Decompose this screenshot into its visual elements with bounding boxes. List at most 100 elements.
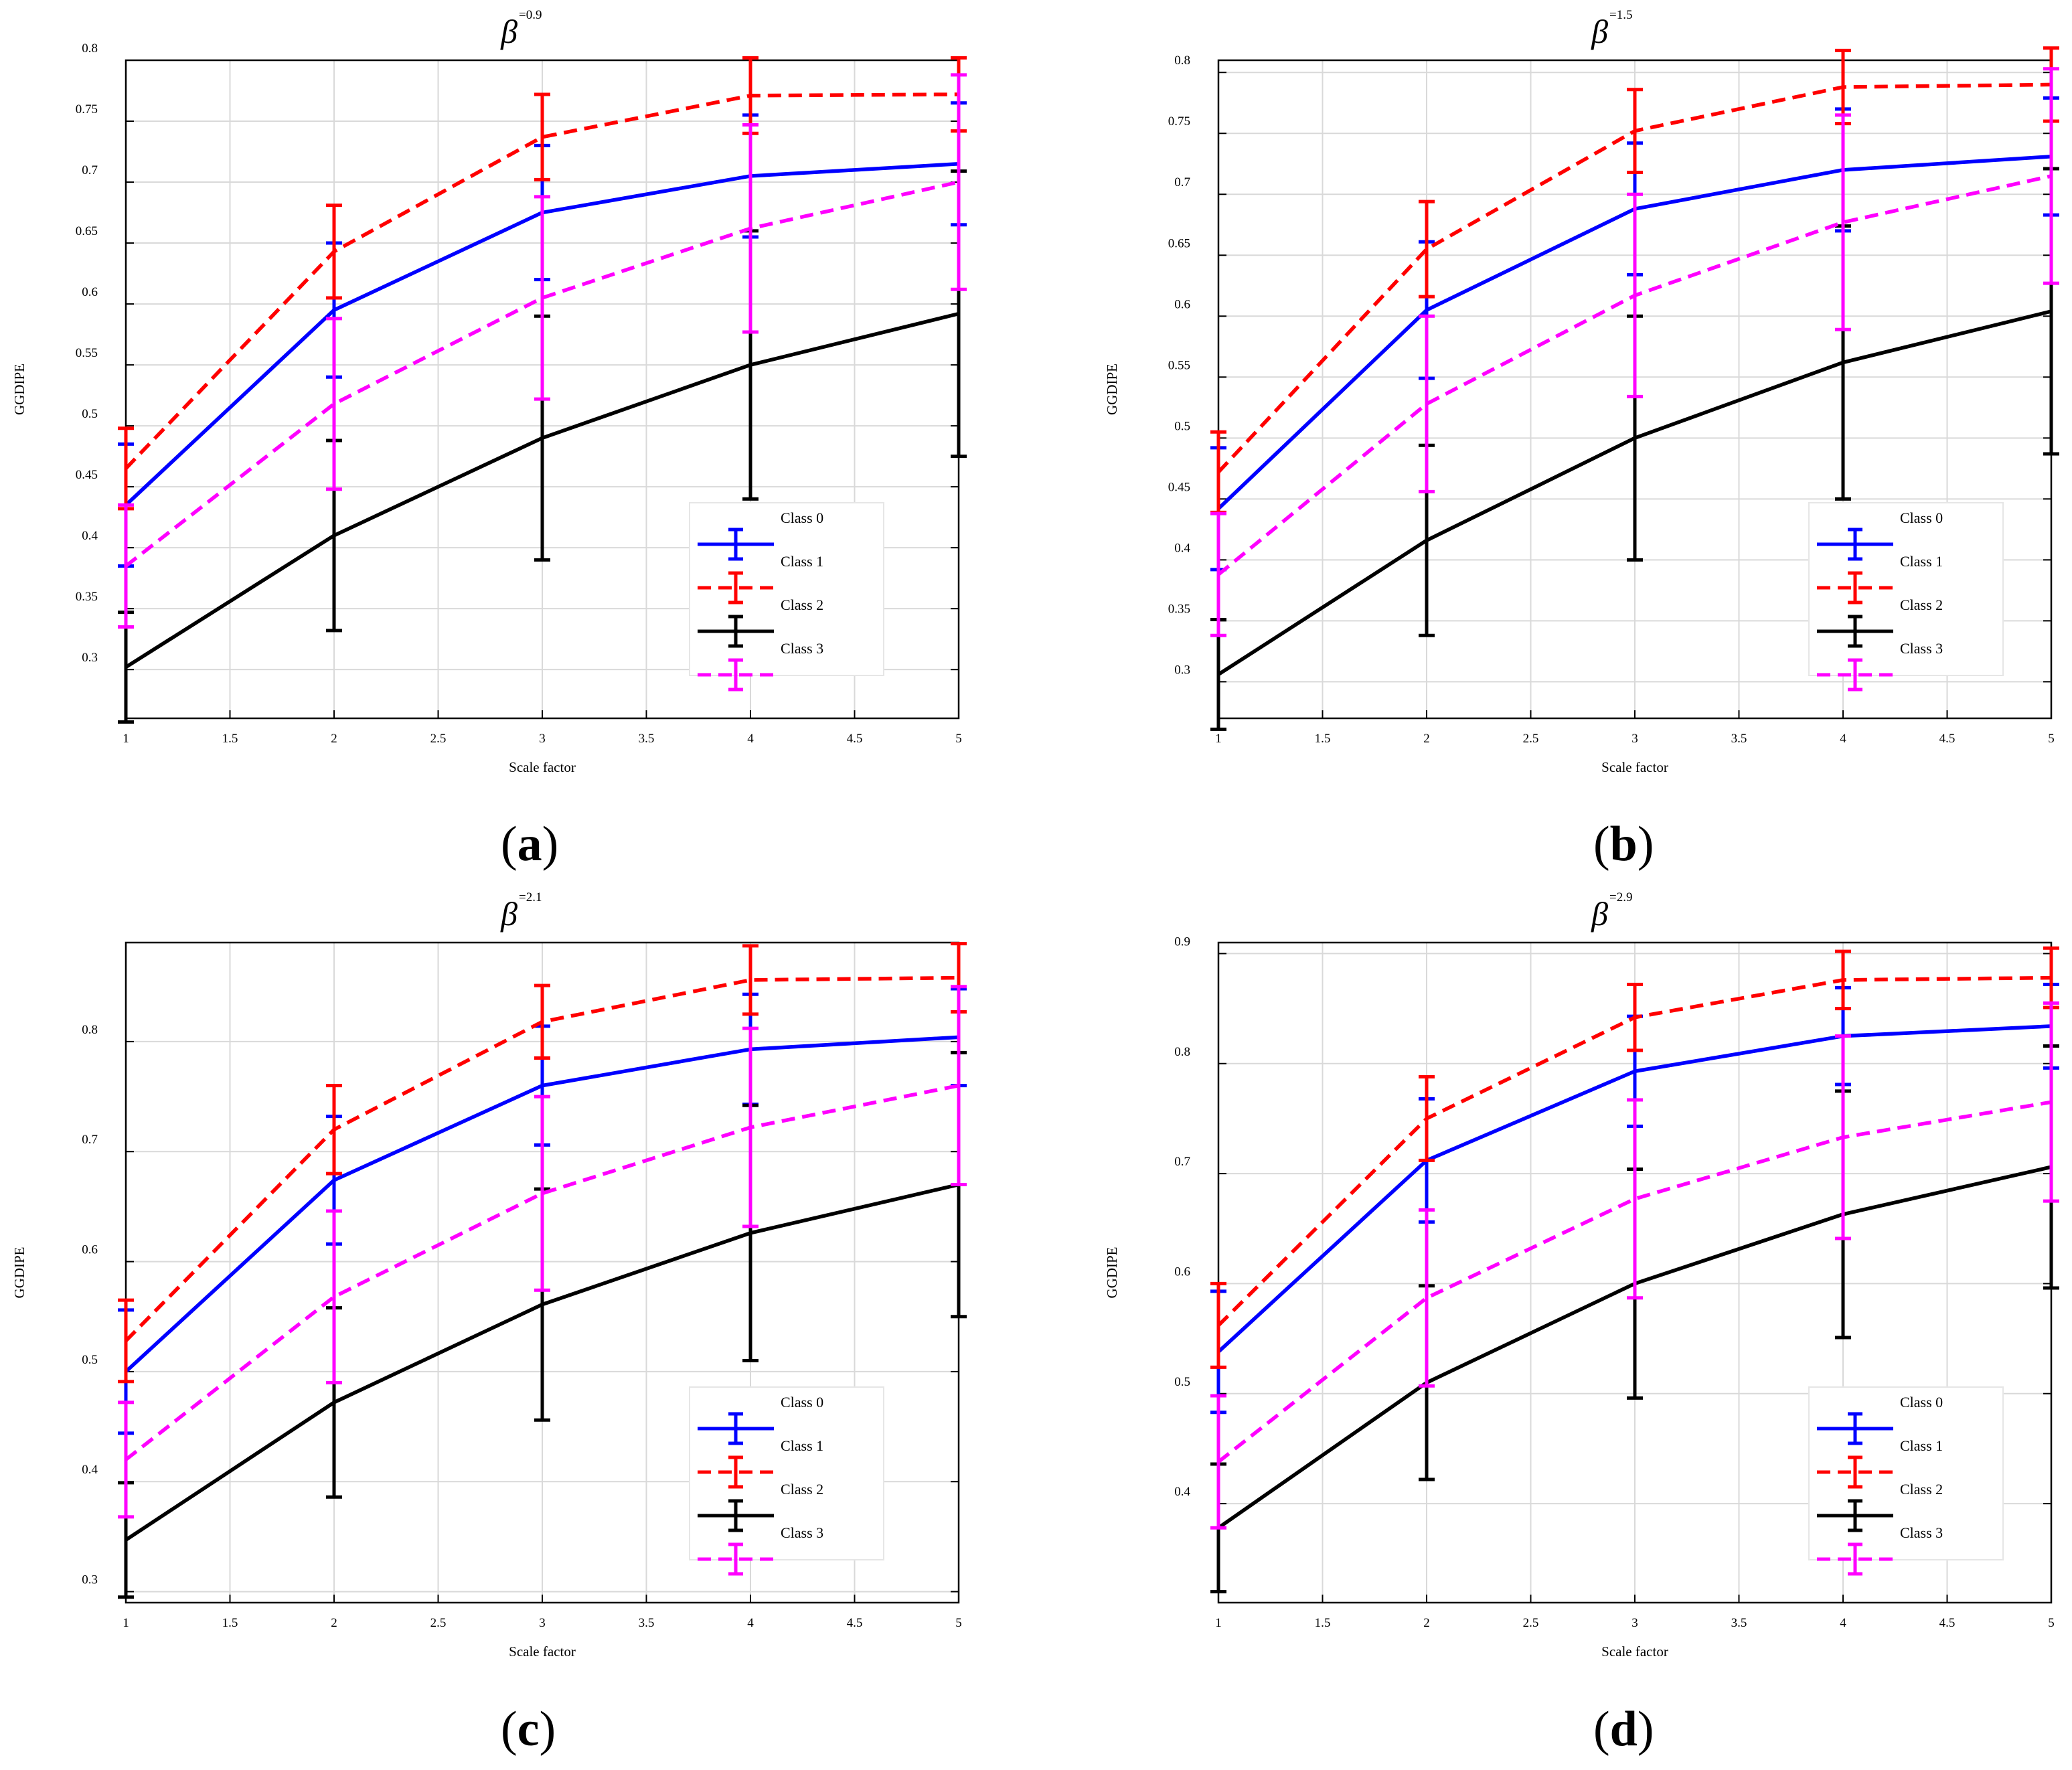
x-axis-label: Scale factor — [1601, 1643, 1668, 1660]
series-line — [1217, 1100, 2052, 1463]
chart-title-symbol: β — [1591, 895, 1608, 933]
legend-item: Class 3 — [1817, 1524, 1943, 1576]
series-line — [125, 180, 959, 568]
legend-label: Class 1 — [1900, 1437, 1943, 1454]
y-tick-label: 0.3 — [82, 1573, 98, 1587]
y-tick-label: 0.4 — [82, 529, 98, 543]
y-tick-label: 0.6 — [1174, 1265, 1190, 1279]
legend-label: Class 2 — [1900, 596, 1943, 613]
series-class-3 — [1210, 1001, 2059, 1530]
panel-label-open: ( — [501, 1702, 517, 1757]
x-tick-label: 4.5 — [1939, 732, 1956, 746]
legend-item: Class 3 — [1817, 640, 1943, 692]
error-bar — [1419, 1074, 1435, 1162]
legend-item: Class 1 — [698, 553, 823, 605]
chart-panel-a: 1 1.5 2 2.5 3 3.5 4 4.5 5 0.3 0.35 0.4 0.45 0.5 0.55 0.… — [11, 8, 967, 872]
error-bar — [118, 1400, 134, 1519]
error-bar — [118, 426, 134, 511]
chart-panel-c: 1 1.5 2 2.5 3 3.5 4 4.5 5 0.3 0.4 0.5 0.6 0.7 0.8 Scale… — [11, 890, 967, 1757]
legend-label: Class 0 — [781, 1394, 823, 1411]
error-bar — [534, 195, 550, 401]
y-tick-label: 0.45 — [1168, 480, 1190, 494]
y-tick-label: 0.8 — [82, 42, 98, 56]
legend-item: Class 2 — [1817, 596, 1943, 648]
error-bar — [1419, 199, 1435, 299]
series-class-1 — [1210, 946, 2059, 1369]
legend-item: Class 0 — [698, 1394, 823, 1445]
y-tick-label: 0.75 — [76, 102, 98, 116]
legend-label: Class 2 — [781, 596, 823, 613]
legend-label: Class 3 — [1900, 1524, 1943, 1541]
error-bar — [2043, 67, 2059, 285]
series-class-1 — [118, 942, 967, 1384]
x-tick-label: 4 — [1840, 732, 1846, 746]
y-tick-label: 0.4 — [1174, 1485, 1190, 1499]
y-axis-label: GGDIPE — [1104, 364, 1120, 415]
y-tick-label: 0.4 — [82, 1463, 98, 1477]
error-bar — [742, 944, 759, 1016]
error-bar — [951, 985, 967, 1187]
error-bar — [326, 1084, 342, 1176]
error-bar — [118, 1298, 134, 1384]
y-axis-label: GGDIPE — [1104, 1247, 1120, 1299]
legend-item: Class 2 — [1817, 1481, 1943, 1532]
error-bar — [1419, 314, 1435, 493]
series-line — [125, 1083, 959, 1461]
legend-item: Class 0 — [698, 509, 823, 561]
panel-label-letter: b — [1610, 817, 1638, 872]
series-class-3 — [1210, 67, 2059, 637]
error-bar — [1627, 1098, 1643, 1300]
chart-title-exponent: =1.5 — [1609, 8, 1632, 22]
x-tick-label: 3 — [539, 1616, 546, 1630]
y-tick-label: 0.35 — [1168, 602, 1190, 616]
panel-label-close: ) — [542, 817, 559, 872]
y-tick-label: 0.8 — [1174, 1045, 1190, 1059]
panel-label-close: ) — [1638, 1702, 1654, 1757]
chart-title: β =0.9 — [500, 8, 542, 50]
error-bar — [1419, 1208, 1435, 1388]
x-tick-label: 2.5 — [1523, 1616, 1539, 1630]
error-bar — [1835, 949, 1851, 1011]
panel-label-close: ) — [540, 1702, 556, 1757]
error-bar — [1835, 1034, 1851, 1240]
x-tick-label: 2.5 — [430, 732, 447, 746]
x-tick-label: 5 — [2048, 732, 2055, 746]
error-bar — [1627, 88, 1643, 174]
series-class-3 — [118, 73, 967, 629]
legend: Class 0 Class 1 Class 2 Class 3 — [689, 502, 884, 692]
y-tick-label: 0.6 — [82, 285, 98, 299]
error-bar — [742, 1026, 759, 1228]
y-tick-label: 0.35 — [76, 590, 98, 604]
panel-label-letter: c — [517, 1702, 540, 1757]
x-tick-label: 2 — [331, 732, 337, 746]
legend-item: Class 0 — [1817, 509, 1943, 561]
error-bar — [534, 1095, 550, 1292]
x-tick-label: 3 — [1631, 732, 1638, 746]
y-tick-label: 0.6 — [1174, 297, 1190, 311]
x-tick-label: 1 — [1215, 732, 1222, 746]
x-axis-label: Scale factor — [509, 759, 576, 775]
y-tick-label: 0.55 — [1168, 358, 1190, 372]
error-bar — [326, 1209, 342, 1384]
y-tick-label: 0.65 — [76, 224, 98, 238]
error-bar — [1210, 430, 1226, 514]
x-tick-label: 1.5 — [222, 732, 238, 746]
x-tick-label: 4 — [747, 732, 754, 746]
x-tick-label: 4 — [747, 1616, 754, 1630]
x-tick-label: 5 — [955, 732, 962, 746]
chart-panel-d: 1 1.5 2 2.5 3 3.5 4 4.5 5 0.4 0.5 0.6 0.7 0.8 0.9 Scale… — [1104, 890, 2059, 1757]
chart-title-exponent: =0.9 — [519, 8, 542, 22]
legend-item: Class 0 — [1817, 1394, 1943, 1445]
error-bar — [534, 983, 550, 1060]
chart-title-exponent: =2.1 — [519, 890, 542, 904]
x-tick-label: 3 — [1631, 1616, 1638, 1630]
legend-item: Class 1 — [1817, 1437, 1943, 1489]
x-tick-label: 3.5 — [1731, 732, 1747, 746]
y-tick-label: 0.45 — [76, 468, 98, 482]
x-tick-label: 5 — [955, 1616, 962, 1630]
error-bar — [2043, 1001, 2059, 1203]
x-tick-label: 3.5 — [639, 1616, 655, 1630]
x-tick-label: 4.5 — [847, 732, 863, 746]
legend: Class 0 Class 1 Class 2 Class 3 — [1808, 502, 2004, 692]
error-bar — [1627, 192, 1643, 398]
